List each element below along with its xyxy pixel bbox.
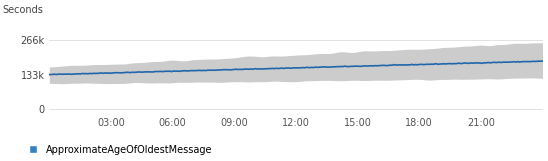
Legend: ApproximateAgeOfOldestMessage: ApproximateAgeOfOldestMessage xyxy=(20,141,216,159)
Text: Seconds: Seconds xyxy=(3,5,44,15)
